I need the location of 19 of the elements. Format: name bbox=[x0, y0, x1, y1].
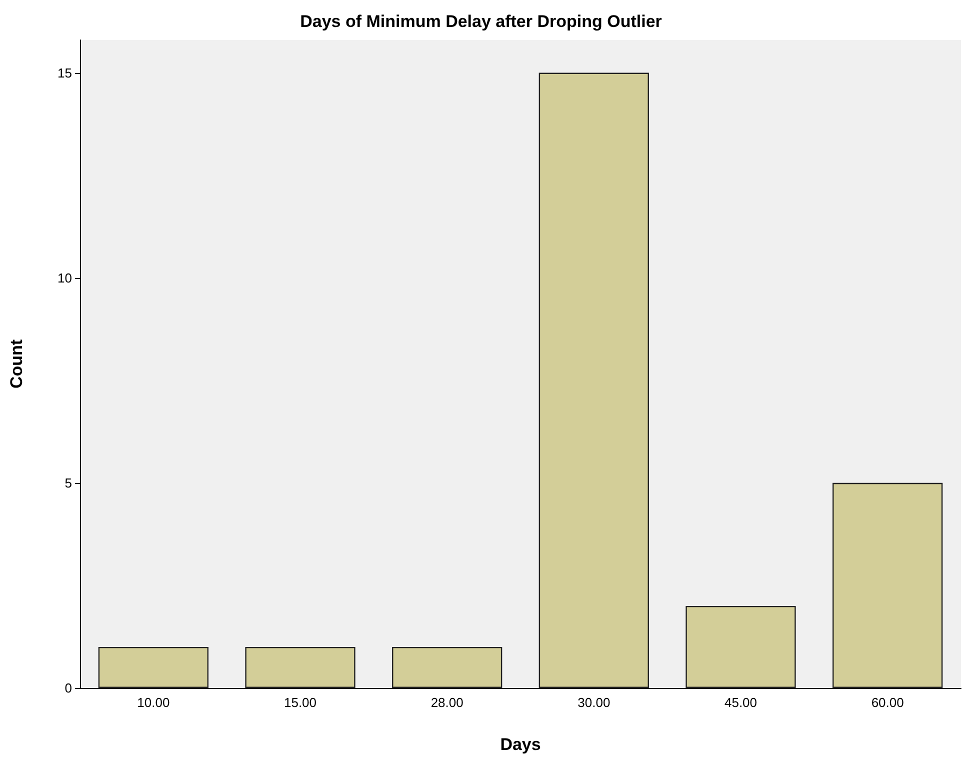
y-tick-label: 5 bbox=[64, 475, 72, 490]
bar bbox=[538, 72, 649, 688]
x-tick-label: 28.00 bbox=[430, 695, 464, 710]
x-axis-title: Days bbox=[500, 735, 541, 754]
x-tick-label: 15.00 bbox=[284, 695, 317, 710]
x-tick-label: 60.00 bbox=[871, 695, 904, 710]
bar bbox=[832, 482, 943, 688]
bar bbox=[392, 646, 502, 688]
y-axis-title: Count bbox=[7, 339, 26, 389]
bar bbox=[98, 646, 208, 688]
bar bbox=[245, 646, 356, 688]
x-tick-label: 30.00 bbox=[578, 695, 610, 710]
x-tick-label: 10.00 bbox=[137, 695, 170, 710]
y-tick-label: 15 bbox=[58, 65, 72, 80]
y-tick-label: 10 bbox=[58, 270, 72, 286]
x-tick-label: 45.00 bbox=[724, 695, 758, 710]
chart-title: Days of Minimum Delay after Droping Outlier bbox=[300, 12, 662, 31]
y-tick-label: 0 bbox=[64, 680, 72, 696]
bar bbox=[686, 606, 796, 688]
